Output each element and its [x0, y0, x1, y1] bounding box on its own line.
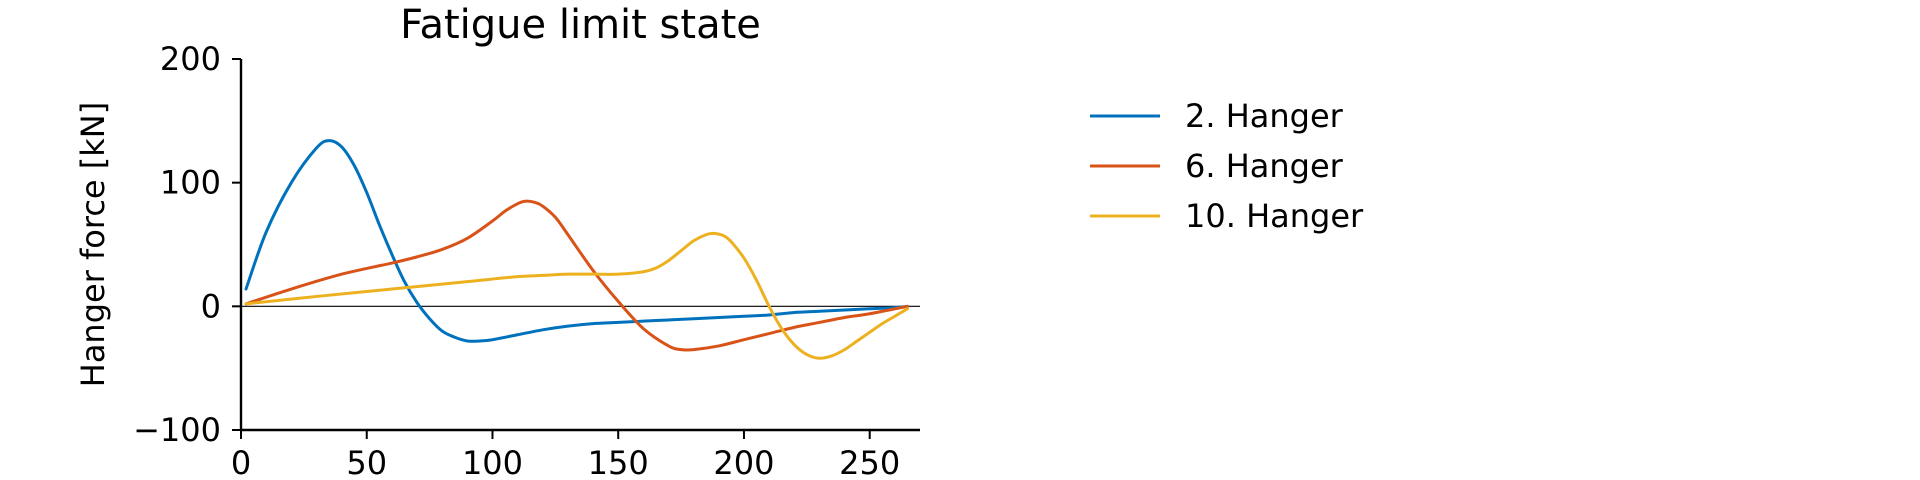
axes: 0 50 100 150 200 250 −100 0 100 200 [133, 40, 920, 480]
x-tick-label: 200 [713, 444, 774, 480]
y-tick-label: 100 [160, 164, 221, 202]
y-tick-label: 0 [201, 287, 221, 325]
chart-title: Fatigue limit state [400, 2, 761, 48]
legend: 2. Hanger 6. Hanger 10. Hanger [1090, 97, 1364, 235]
y-axis-label: Hanger force [kN] [74, 102, 112, 387]
x-tick-label: 150 [588, 444, 649, 480]
legend-label-2: 6. Hanger [1185, 147, 1344, 185]
series-line-2 [244, 199, 909, 352]
series-layer [244, 139, 909, 360]
legend-label-3: 10. Hanger [1185, 197, 1364, 235]
series-line-1 [244, 139, 909, 343]
y-tick-label: −100 [133, 411, 221, 449]
x-tick-label: 100 [462, 444, 523, 480]
series-line-3 [244, 231, 909, 360]
y-tick-label: 200 [160, 40, 221, 78]
x-tick-label: 250 [839, 444, 900, 480]
x-tick-label: 50 [346, 444, 387, 480]
x-tick-label: 0 [231, 444, 251, 480]
legend-label-1: 2. Hanger [1185, 97, 1344, 135]
